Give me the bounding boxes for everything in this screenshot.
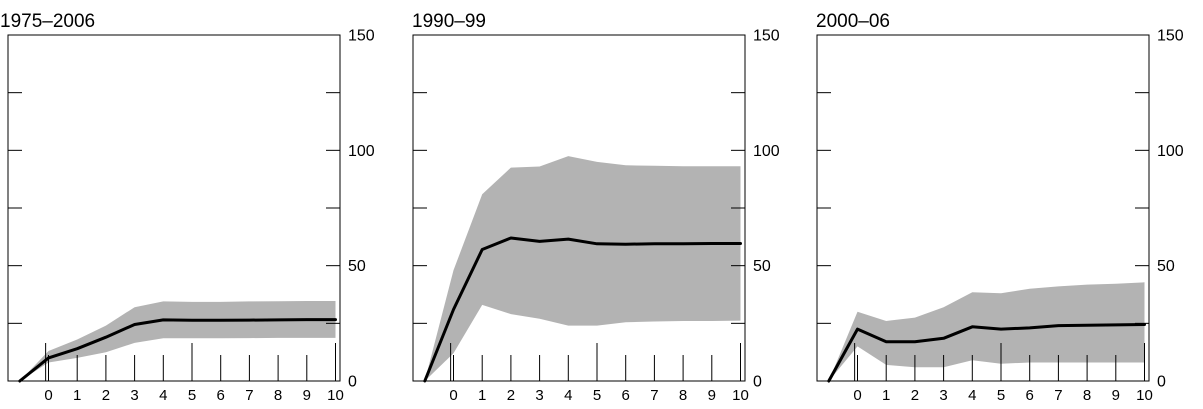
series-line: [18, 318, 337, 383]
y-tick-label: 150: [348, 28, 375, 45]
panel-title: 2000–06: [816, 11, 890, 32]
x-tick-label: 0: [44, 387, 52, 404]
y-tick-label: 150: [1157, 28, 1184, 45]
y-tick-label: 150: [753, 28, 780, 45]
x-tick-label: 5: [593, 387, 601, 404]
confidence-band: [19, 301, 336, 381]
x-tick-label: 8: [274, 387, 282, 404]
y-tick-label: 100: [1157, 143, 1184, 160]
x-tick-label: 2: [911, 387, 919, 404]
y-tick-label: 0: [1157, 374, 1166, 391]
x-tick-label: 6: [1026, 387, 1034, 404]
y-tick-label: 50: [753, 258, 771, 275]
x-tick-label: 1: [478, 387, 486, 404]
x-tick-label: 1: [73, 387, 81, 404]
y-tick-label: 50: [1157, 258, 1175, 275]
x-tick-label: 3: [130, 387, 138, 404]
x-tick-label: 5: [997, 387, 1005, 404]
x-tick-label: 7: [650, 387, 658, 404]
y-tick-label: 0: [348, 374, 357, 391]
x-tick-label: 6: [622, 387, 630, 404]
x-tick-label: 2: [507, 387, 515, 404]
x-tick-label: 7: [245, 387, 253, 404]
x-tick-label: 4: [159, 387, 167, 404]
x-tick-label: 5: [188, 387, 196, 404]
x-tick-label: 9: [708, 387, 716, 404]
x-tick-label: 2: [102, 387, 110, 404]
y-tick-label: 100: [348, 143, 375, 160]
panel-title: 1975–2006: [0, 11, 95, 32]
y-tick-label: 100: [753, 143, 780, 160]
confidence-band: [424, 156, 741, 381]
series-line: [827, 323, 1146, 383]
x-tick-label: 8: [679, 387, 687, 404]
x-tick-label: 8: [1083, 387, 1091, 404]
series-line: [423, 236, 742, 383]
x-tick-label: 3: [535, 387, 543, 404]
x-tick-label: 10: [327, 387, 344, 404]
y-tick-label: 50: [348, 258, 366, 275]
x-tick-label: 0: [853, 387, 861, 404]
y-tick-label: 0: [753, 374, 762, 391]
x-tick-label: 7: [1054, 387, 1062, 404]
x-tick-label: 0: [449, 387, 457, 404]
x-tick-label: 3: [939, 387, 947, 404]
x-tick-label: 1: [882, 387, 890, 404]
confidence-band: [828, 282, 1145, 381]
x-tick-label: 9: [303, 387, 311, 404]
x-tick-label: 9: [1112, 387, 1120, 404]
x-tick-label: 4: [968, 387, 976, 404]
x-tick-label: 10: [732, 387, 749, 404]
panel-title: 1990–99: [412, 11, 486, 32]
x-tick-label: 10: [1136, 387, 1153, 404]
x-tick-label: 6: [217, 387, 225, 404]
x-tick-label: 4: [564, 387, 572, 404]
